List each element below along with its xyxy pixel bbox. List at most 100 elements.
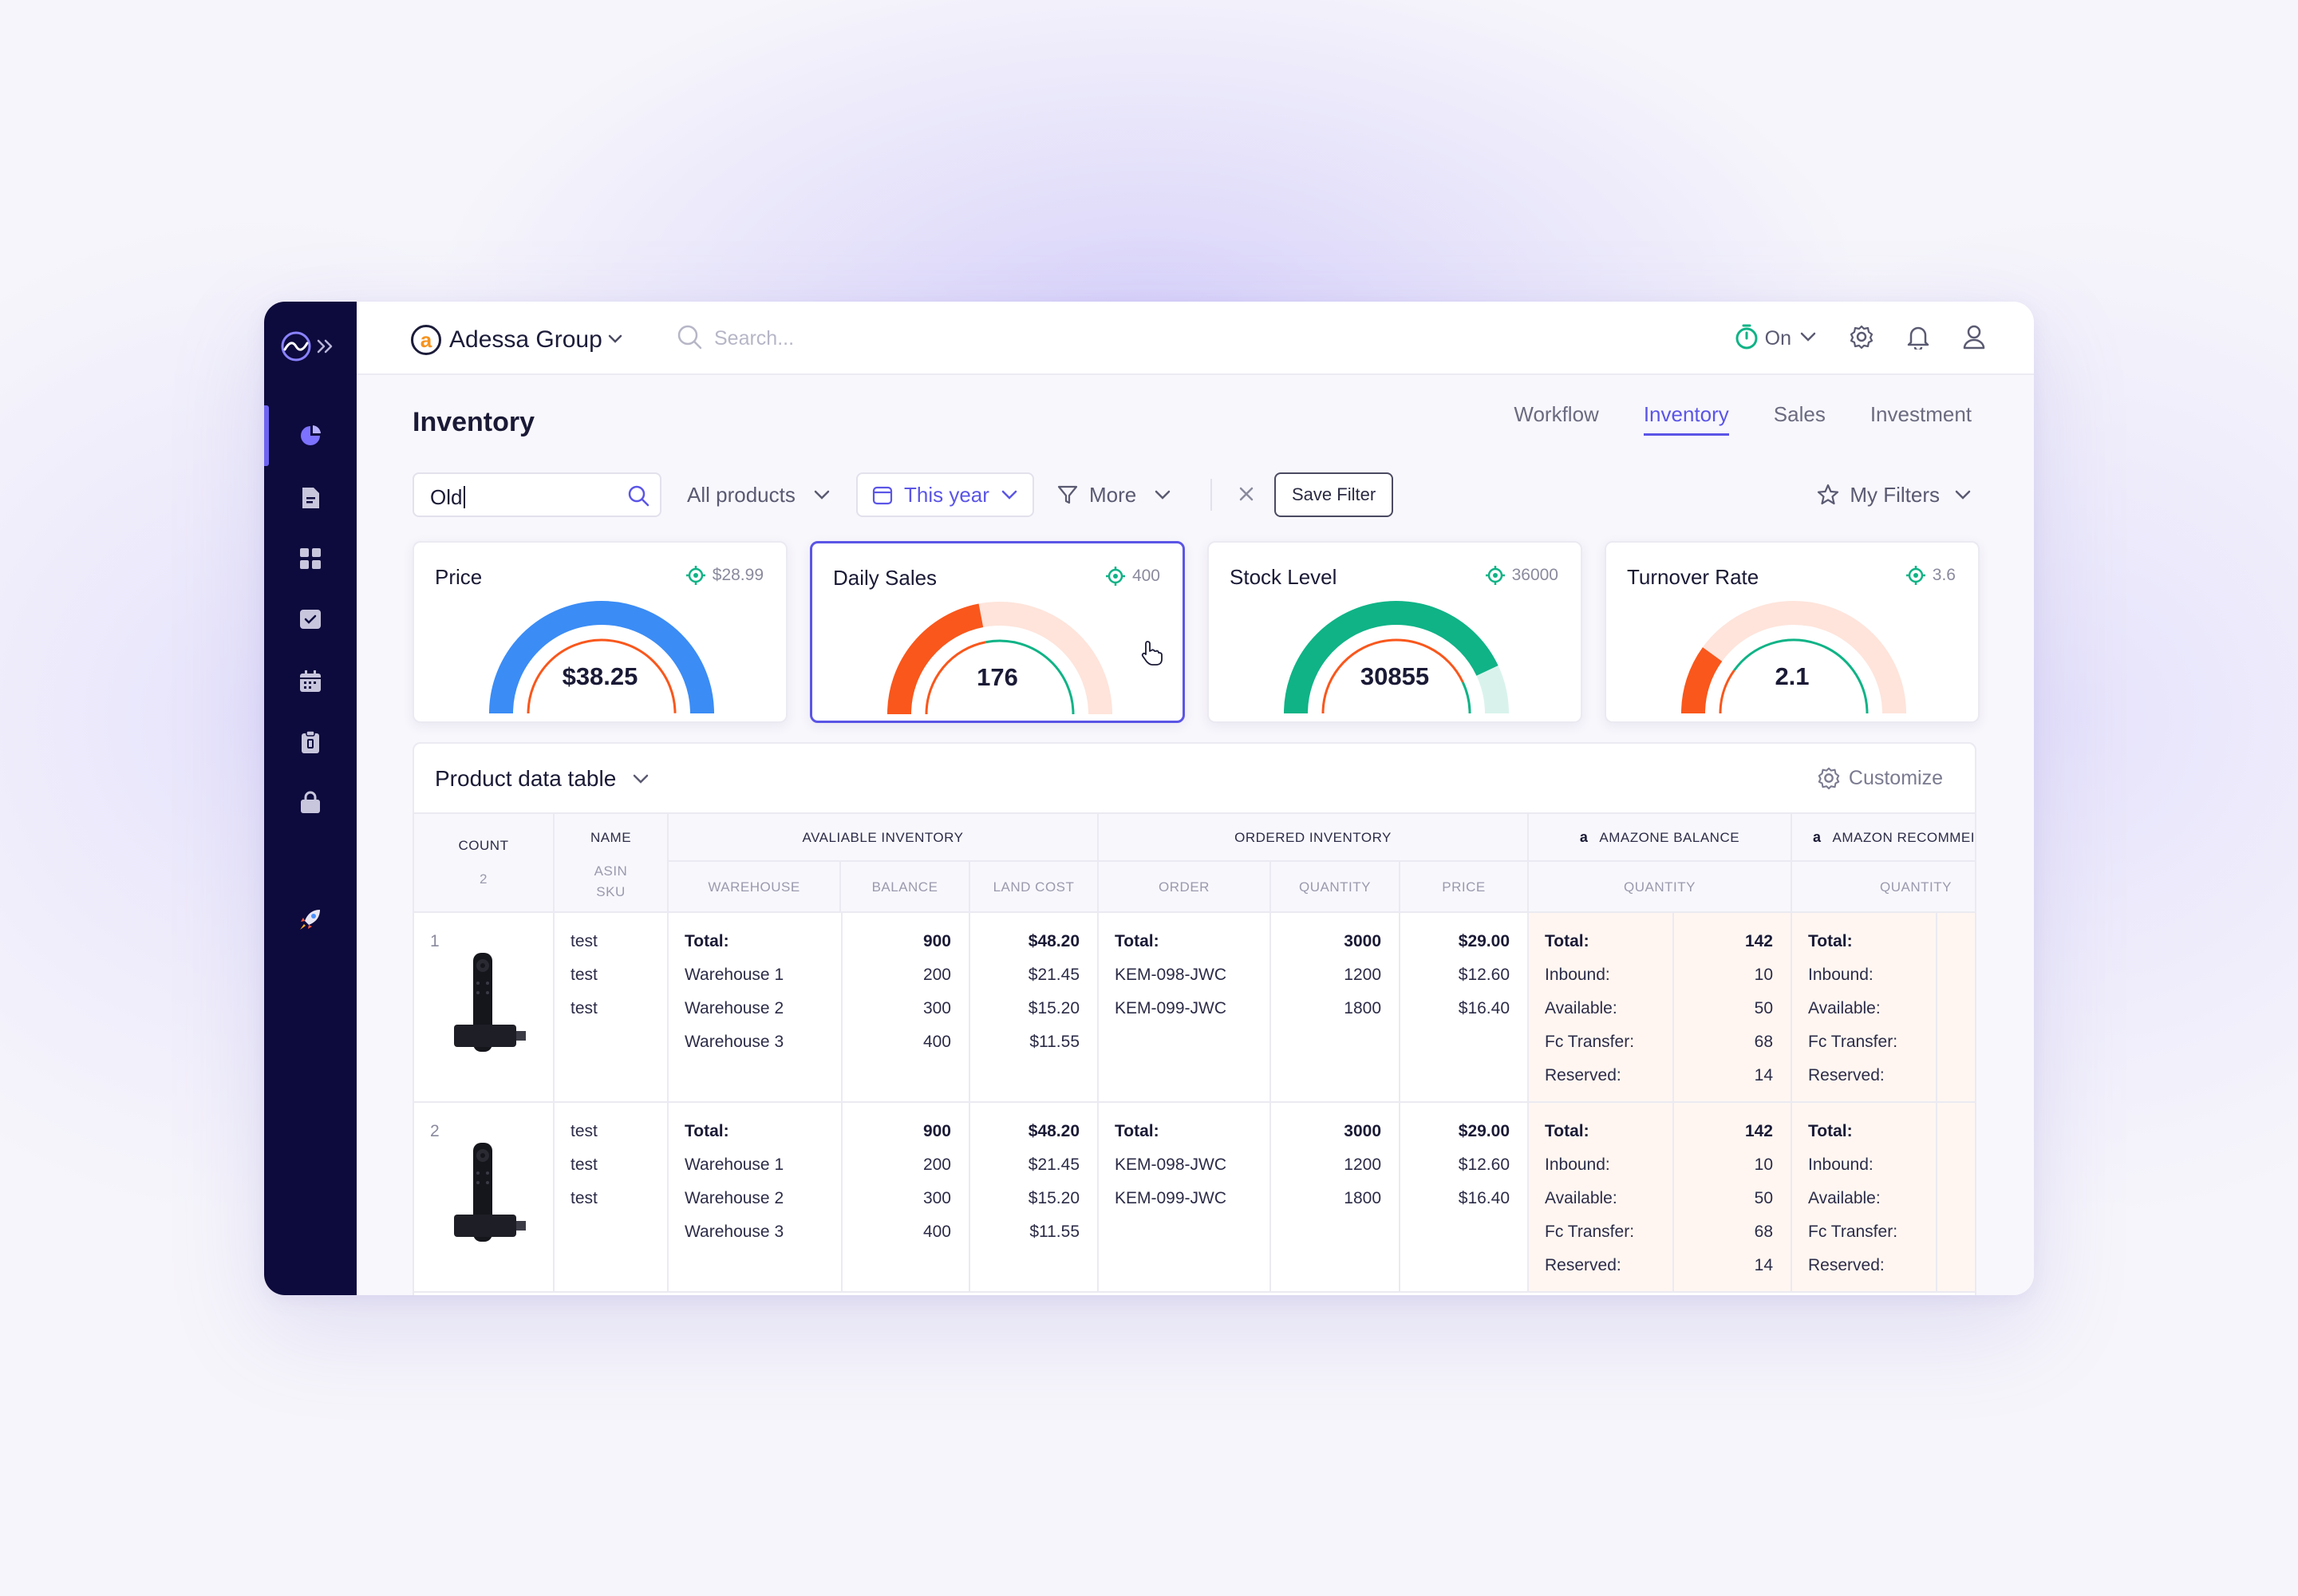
land-cost-value: $21.45 bbox=[1028, 966, 1080, 984]
global-search[interactable]: Search... bbox=[676, 321, 794, 356]
quantity-header: QUANTITY bbox=[1271, 862, 1400, 913]
metric-value: 2.1 bbox=[1775, 662, 1810, 690]
warehouse-name: Warehouse 1 bbox=[685, 1156, 784, 1174]
balance-total: 900 bbox=[922, 1122, 951, 1140]
metric-card-daily-sales[interactable]: Daily Sales 400 176 bbox=[810, 541, 1185, 723]
amazon-inbound-label: Inbound: bbox=[1545, 1156, 1610, 1174]
available-inventory-header: AVALIABLE INVENTORY bbox=[669, 812, 1099, 862]
dashboard-icon[interactable] bbox=[294, 543, 326, 575]
warehouse-total-label: Total: bbox=[685, 932, 729, 950]
amazon-logo-icon: a bbox=[1579, 829, 1589, 845]
my-filters-dropdown[interactable]: My Filters bbox=[1816, 472, 1972, 517]
checklist-icon[interactable] bbox=[294, 603, 326, 635]
count-header-value: 2 bbox=[480, 871, 488, 887]
app-logo[interactable] bbox=[280, 330, 341, 362]
land-cost-value: $15.20 bbox=[1028, 999, 1080, 1017]
warehouse-name: Warehouse 3 bbox=[685, 1223, 784, 1241]
amazon-fc-transfer-label: Fc Transfer: bbox=[1545, 1033, 1635, 1051]
quantity-header-label: QUANTITY bbox=[1299, 879, 1371, 895]
recommend-reserved-label: Reserved: bbox=[1808, 1256, 1885, 1274]
balance-value: 300 bbox=[922, 999, 951, 1017]
rocket-icon[interactable] bbox=[294, 903, 326, 935]
gauge-fill bbox=[887, 603, 984, 715]
filter-search-input[interactable]: Old bbox=[413, 472, 661, 517]
recommend-inbound-label: Inbound: bbox=[1808, 1156, 1874, 1174]
bag-icon[interactable] bbox=[294, 787, 326, 819]
metric-value: $38.25 bbox=[562, 662, 638, 690]
recommend-inbound-label: Inbound: bbox=[1808, 966, 1874, 984]
calendar-icon[interactable] bbox=[294, 666, 326, 697]
tab-workflow[interactable]: Workflow bbox=[1514, 402, 1599, 426]
bell-icon[interactable] bbox=[1906, 324, 1930, 354]
tab-sales[interactable]: Sales bbox=[1773, 402, 1826, 426]
metric-card-price[interactable]: Price $28.99 $38.25 bbox=[413, 541, 788, 723]
order-quantity-value: 1200 bbox=[1344, 966, 1381, 984]
price-header-label: PRICE bbox=[1442, 879, 1486, 895]
gauge-inner-arc-rest bbox=[1461, 681, 1471, 714]
sku-value: test bbox=[571, 999, 598, 1017]
metric-card-stock-level[interactable]: Stock Level 36000 30855 bbox=[1207, 541, 1582, 723]
land-cost-value: $11.55 bbox=[1029, 1033, 1080, 1051]
header-actions: On bbox=[1735, 321, 1986, 356]
chevron-down-icon[interactable] bbox=[1799, 331, 1817, 346]
land-cost-cell: $48.20 $21.45 $15.20 $11.55 bbox=[970, 1103, 1099, 1293]
more-filters-dropdown[interactable]: More bbox=[1057, 472, 1171, 517]
search-placeholder: Search... bbox=[714, 326, 795, 350]
metric-target-value: 36000 bbox=[1511, 566, 1558, 584]
warehouse-name: Warehouse 2 bbox=[685, 999, 784, 1017]
warehouse-total-label: Total: bbox=[685, 1122, 729, 1140]
order-id: KEM-098-JWC bbox=[1115, 1156, 1227, 1174]
order-price-cell: $29.00 $12.60 $16.40 bbox=[1400, 913, 1529, 1103]
user-icon[interactable] bbox=[1962, 324, 1986, 354]
asin-header-label: ASIN bbox=[594, 863, 628, 879]
filter-icon bbox=[1057, 485, 1078, 504]
balance-value: 400 bbox=[922, 1223, 951, 1241]
tab-inventory[interactable]: Inventory bbox=[1643, 402, 1729, 436]
name-header-label: NAME bbox=[590, 830, 632, 845]
land-cost-header-label: LAND COST bbox=[993, 879, 1075, 895]
document-icon[interactable] bbox=[294, 482, 326, 514]
products-dropdown[interactable]: All products bbox=[687, 472, 831, 517]
order-price-value: $16.40 bbox=[1458, 999, 1510, 1017]
order-quantity-value: 1800 bbox=[1344, 999, 1381, 1017]
name-header: NAME ASIN SKU bbox=[555, 812, 669, 913]
sidebar-active-indicator bbox=[264, 405, 269, 466]
order-total-label: Total: bbox=[1115, 1122, 1159, 1140]
table-row[interactable]: 1 bbox=[414, 913, 555, 1103]
amazon-total-label: Total: bbox=[1545, 1122, 1589, 1140]
filter-bar: Old All products This year More bbox=[413, 472, 1972, 519]
tab-investment[interactable]: Investment bbox=[1870, 402, 1972, 426]
amazon-inbound-value: 10 bbox=[1754, 1156, 1773, 1174]
period-dropdown[interactable]: This year bbox=[856, 472, 1034, 517]
gear-icon bbox=[1818, 767, 1840, 790]
amazon-total-value: 142 bbox=[1744, 1122, 1773, 1140]
hand-cursor-icon bbox=[1141, 641, 1163, 666]
land-cost-value: $15.20 bbox=[1028, 1189, 1080, 1207]
order-quantity-total: 3000 bbox=[1344, 1122, 1381, 1140]
count-header: COUNT 2 bbox=[414, 812, 555, 913]
status-toggle-label[interactable]: On bbox=[1764, 326, 1791, 350]
search-icon bbox=[626, 484, 650, 512]
chevron-down-icon bbox=[634, 774, 649, 784]
table-title: Product data table bbox=[435, 766, 617, 791]
recommend-quantity-header-label: QUANTITY bbox=[1880, 879, 1952, 895]
ordered-inventory-label: ORDERED INVENTORY bbox=[1234, 830, 1392, 845]
clipboard-icon[interactable] bbox=[294, 726, 326, 758]
save-filter-button[interactable]: Save Filter bbox=[1274, 472, 1394, 517]
table-row[interactable]: 2 bbox=[414, 1103, 555, 1293]
metric-card-turnover-rate[interactable]: Turnover Rate 3.6 2.1 bbox=[1605, 541, 1980, 723]
table-title-dropdown[interactable]: Product data table bbox=[435, 766, 650, 792]
order-cell: Total: KEM-098-JWC KEM-099-JWC bbox=[1099, 913, 1271, 1103]
analytics-icon[interactable] bbox=[294, 420, 326, 452]
chevron-down-icon bbox=[1155, 490, 1171, 500]
brand-switcher[interactable]: a Adessa Group bbox=[411, 324, 623, 356]
clear-filters-button[interactable] bbox=[1234, 482, 1258, 510]
gauge-inner-arc-rest bbox=[1733, 638, 1869, 714]
customize-button[interactable]: Customize bbox=[1817, 766, 1943, 790]
amazon-reserved-value: 14 bbox=[1754, 1066, 1773, 1084]
land-cost-header: LAND COST bbox=[970, 862, 1099, 913]
order-price-cell: $29.00 $12.60 $16.40 bbox=[1400, 1103, 1529, 1293]
my-filters-label: My Filters bbox=[1850, 482, 1940, 507]
gear-icon[interactable] bbox=[1849, 324, 1874, 354]
filter-divider bbox=[1210, 479, 1212, 511]
